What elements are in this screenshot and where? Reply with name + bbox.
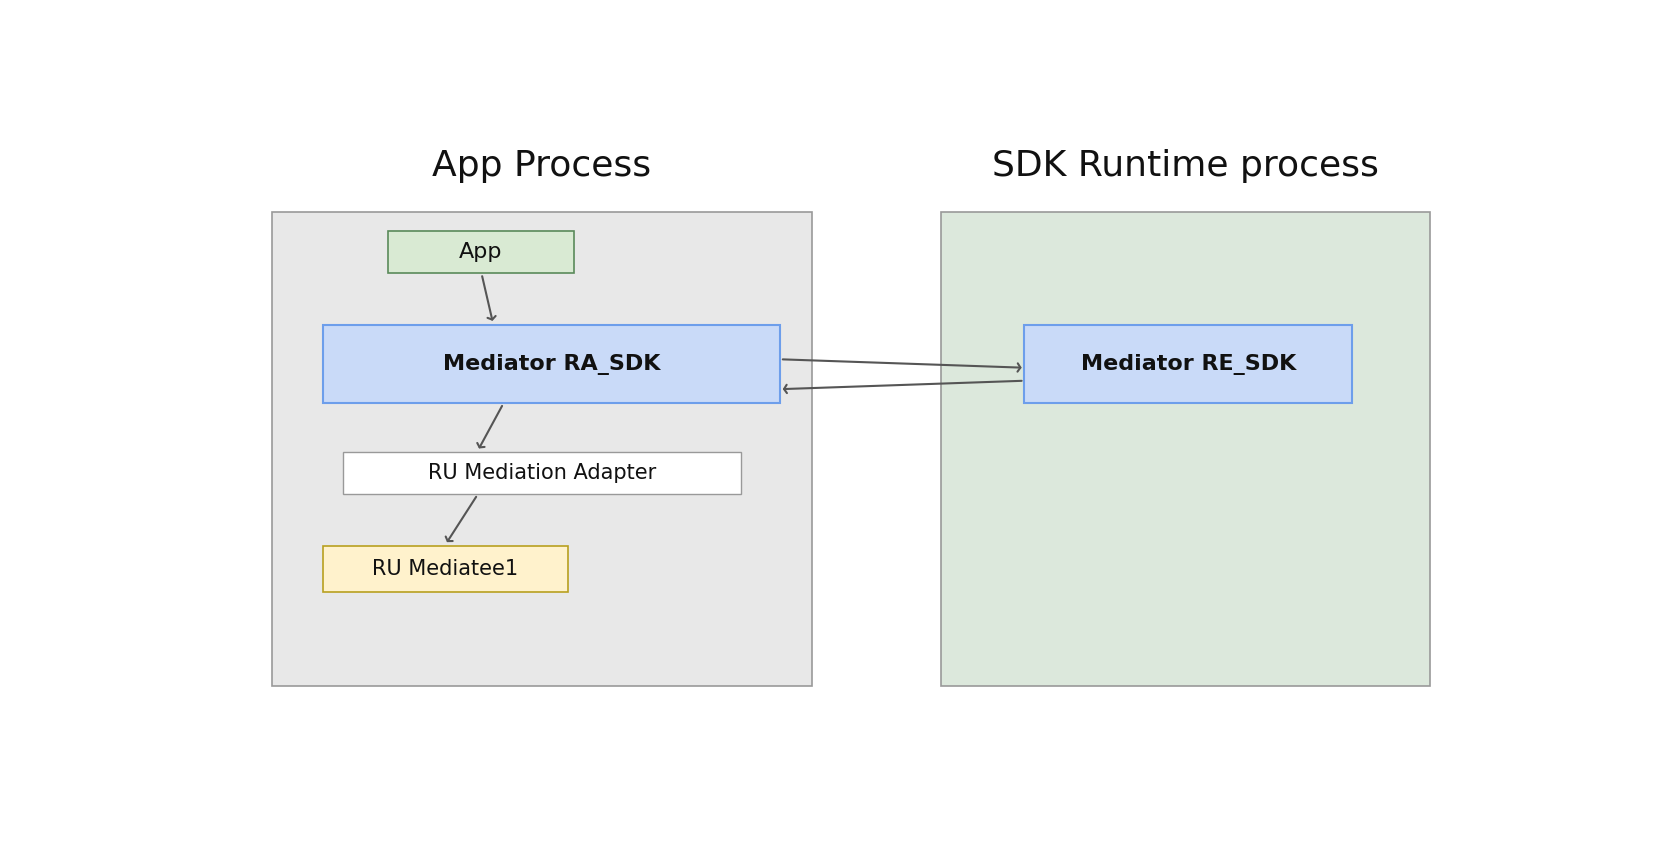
FancyBboxPatch shape (388, 231, 574, 273)
Text: Mediator RA_SDK: Mediator RA_SDK (443, 354, 661, 375)
FancyBboxPatch shape (272, 212, 812, 686)
Text: SDK Runtime process: SDK Runtime process (991, 149, 1379, 182)
FancyBboxPatch shape (324, 546, 568, 592)
Text: RU Mediation Adapter: RU Mediation Adapter (428, 463, 656, 484)
FancyBboxPatch shape (941, 212, 1429, 686)
Text: RU Mediatee1: RU Mediatee1 (372, 560, 518, 579)
Text: App Process: App Process (432, 149, 652, 182)
FancyBboxPatch shape (324, 326, 780, 403)
FancyBboxPatch shape (1024, 326, 1353, 403)
Text: Mediator RE_SDK: Mediator RE_SDK (1081, 354, 1296, 375)
FancyBboxPatch shape (342, 452, 742, 495)
Text: App: App (460, 242, 503, 262)
